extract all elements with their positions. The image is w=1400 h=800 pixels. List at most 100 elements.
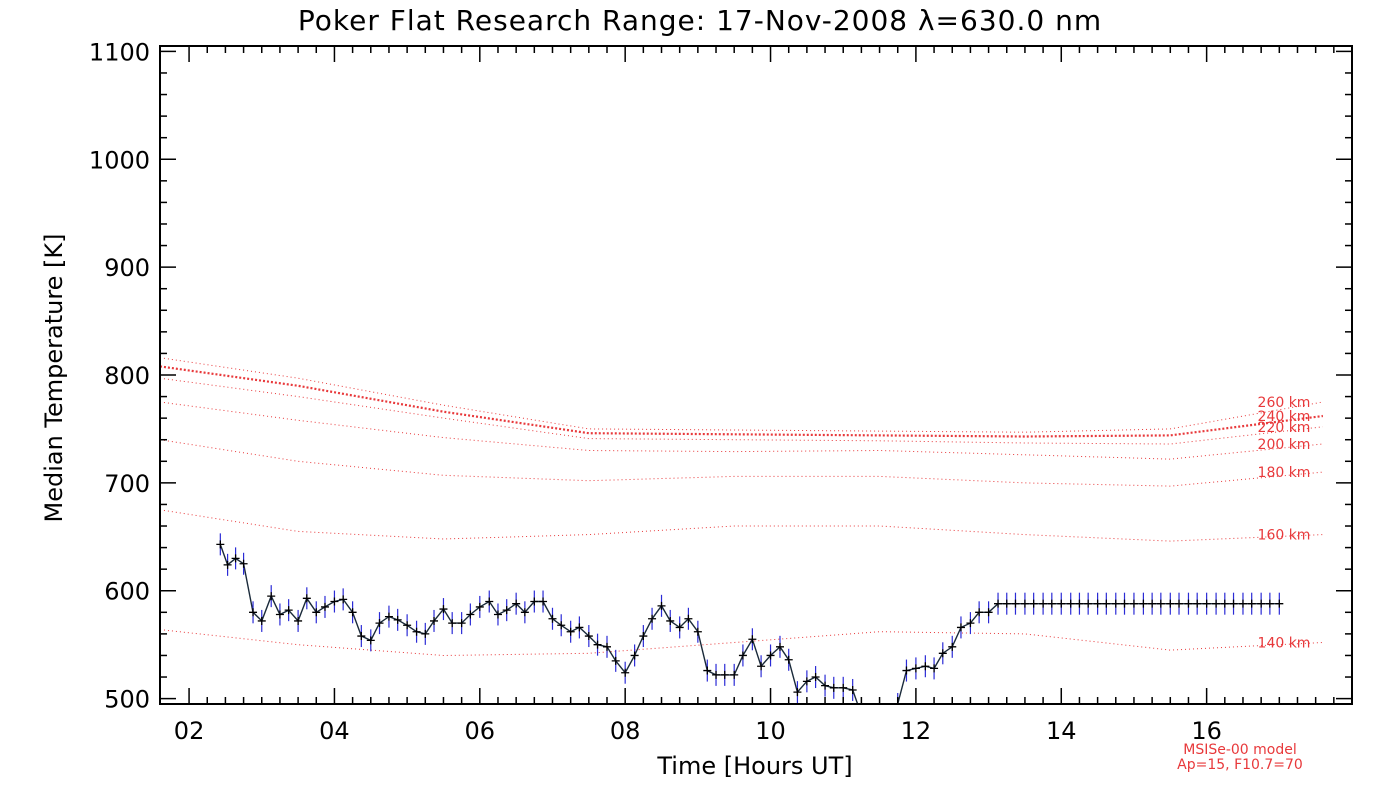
- data-point: [267, 592, 276, 601]
- data-point: [784, 655, 793, 664]
- data-point: [584, 632, 593, 641]
- y-tick-label: 500: [104, 686, 150, 714]
- data-point: [839, 683, 848, 692]
- model-curve: [160, 439, 1323, 487]
- model-curve: [160, 377, 1323, 445]
- y-tick-label: 1100: [89, 38, 150, 66]
- data-point: [966, 619, 975, 628]
- y-tick-label: 600: [104, 578, 150, 606]
- data-point: [249, 608, 258, 617]
- data-point: [1139, 599, 1148, 608]
- data-point: [557, 621, 566, 630]
- model-curve-label: 160 km: [1258, 528, 1311, 544]
- data-point: [666, 616, 675, 625]
- y-axis-label: Median Temperature [K]: [40, 233, 68, 522]
- data-point: [948, 642, 957, 651]
- data-point: [439, 605, 448, 614]
- data-point: [703, 666, 712, 675]
- data-point: [603, 642, 611, 651]
- data-point: [348, 608, 357, 617]
- data-point: [866, 718, 874, 726]
- x-tick-label: 16: [1191, 717, 1222, 745]
- data-point: [1102, 599, 1111, 608]
- data-point: [994, 599, 1003, 608]
- data-point: [530, 597, 539, 606]
- data-point: [648, 614, 657, 623]
- x-tick-label: 12: [901, 717, 932, 745]
- model-curve: [160, 401, 1323, 460]
- data-point: [520, 608, 529, 617]
- y-tick-label: 800: [104, 362, 150, 390]
- data-point: [1084, 599, 1093, 608]
- data-point: [1020, 599, 1029, 608]
- data-point: [593, 640, 602, 649]
- data-point: [930, 664, 939, 673]
- data-point: [539, 597, 548, 606]
- x-tick-label: 10: [755, 717, 786, 745]
- model-curve-label: 180 km: [1258, 465, 1311, 481]
- data-point: [1111, 599, 1120, 608]
- data-point: [730, 670, 739, 679]
- data-point: [857, 711, 865, 719]
- x-tick-label: 04: [319, 717, 350, 745]
- x-tick-label: 06: [465, 717, 496, 745]
- data-point: [884, 720, 892, 728]
- data-point: [1175, 599, 1184, 608]
- y-tick-label: 900: [104, 254, 150, 282]
- data-point: [475, 602, 484, 611]
- data-point: [1275, 599, 1284, 608]
- data-point: [766, 651, 775, 660]
- model-curve-label: 260 km: [1258, 395, 1311, 411]
- data-point: [339, 595, 348, 604]
- data-point: [375, 619, 384, 628]
- x-tick-label: 14: [1046, 717, 1077, 745]
- data-point: [848, 685, 857, 694]
- data-point: [430, 616, 439, 625]
- data-point: [1229, 599, 1238, 608]
- data-point: [793, 688, 802, 697]
- data-point: [548, 614, 557, 623]
- data-point: [938, 649, 947, 658]
- data-point: [748, 635, 757, 644]
- data-point: [366, 636, 375, 645]
- data-point: [275, 610, 284, 619]
- model-curve-label: 200 km: [1258, 437, 1311, 453]
- data-point: [1184, 599, 1193, 608]
- data-point: [630, 651, 639, 660]
- data-point: [956, 623, 965, 632]
- data-point: [775, 642, 784, 651]
- x-tick-label: 08: [610, 717, 641, 745]
- model-annotation: MSISe-00 model: [1183, 742, 1297, 758]
- data-point: [1120, 599, 1129, 608]
- data-point: [876, 727, 884, 735]
- model-curve: [160, 629, 1323, 657]
- data-point: [566, 627, 575, 636]
- data-point: [457, 619, 466, 628]
- measured-line: [219, 544, 1280, 704]
- model-curve: [160, 365, 1324, 438]
- data-point: [621, 668, 630, 677]
- data-point: [384, 612, 393, 621]
- x-axis-label: Time [Hours UT]: [656, 752, 852, 780]
- data-point: [657, 601, 666, 610]
- data-point: [493, 610, 502, 619]
- data-point: [1202, 599, 1211, 608]
- data-point: [239, 559, 248, 568]
- data-point: [1075, 599, 1084, 608]
- data-point: [512, 599, 521, 608]
- data-point: [1002, 599, 1011, 608]
- data-point: [1212, 599, 1221, 608]
- data-point: [502, 606, 511, 615]
- data-point: [811, 673, 820, 682]
- data-point: [1238, 599, 1247, 608]
- data-point: [829, 683, 838, 692]
- data-point: [1257, 599, 1266, 608]
- data-point: [575, 623, 584, 632]
- data-point: [639, 632, 648, 641]
- data-point: [911, 664, 920, 673]
- data-point: [684, 614, 693, 623]
- data-point: [720, 670, 729, 679]
- data-point: [1156, 599, 1165, 608]
- data-point: [393, 615, 402, 624]
- data-point: [1166, 599, 1175, 608]
